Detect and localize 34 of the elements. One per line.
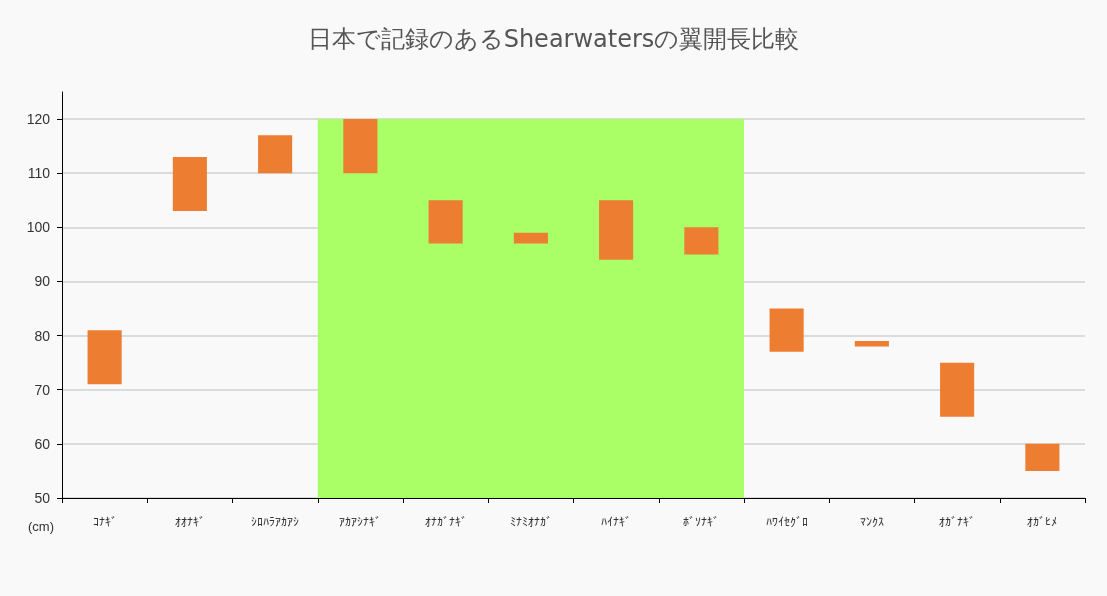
- x-tick-label: ｺﾅｷﾞ: [92, 515, 117, 529]
- bar: [854, 341, 889, 347]
- y-tick-label: 60: [34, 435, 51, 452]
- y-tick-label: 50: [34, 490, 51, 506]
- bar: [428, 200, 463, 244]
- x-tick-label: ﾊﾜｲｾｸﾞﾛ: [765, 515, 808, 529]
- y-tick-label: 120: [26, 111, 51, 128]
- y-tick-label: 70: [34, 381, 51, 398]
- bar: [513, 232, 548, 244]
- x-tick-label: ﾐﾅﾐｵﾅｶﾞ: [509, 515, 552, 529]
- y-tick-label: 90: [34, 273, 51, 290]
- bar: [87, 330, 122, 385]
- y-tick-label: 80: [34, 327, 51, 344]
- x-tick-label: ﾊｲﾅｷﾞ: [601, 515, 632, 529]
- bar: [1025, 443, 1060, 471]
- bar: [172, 156, 207, 212]
- x-tick-label: ﾏﾝｸｽ: [859, 515, 884, 529]
- bar: [258, 135, 293, 174]
- bar: [684, 227, 719, 255]
- x-tick-label: ｱｶｱｼﾅｷﾞ: [339, 515, 382, 529]
- bar: [343, 119, 378, 174]
- chart-title: 日本で記録のあるShearwatersの翼開長比較: [307, 25, 800, 53]
- x-tick-label: ｵｶﾞﾋﾒ: [1027, 515, 1058, 529]
- x-tick-label: ｵｵﾅｷﾞ: [174, 515, 205, 529]
- bar: [940, 362, 975, 417]
- bar: [769, 308, 804, 352]
- y-tick-label: 100: [26, 219, 51, 236]
- y-tick-label: 110: [27, 165, 51, 182]
- x-tick-label: ﾎﾞｿﾅｷﾞ: [683, 515, 720, 529]
- x-tick-label: ｼﾛﾊﾗｱｶｱｼ: [251, 515, 300, 529]
- y-axis-title: (cm): [28, 519, 54, 534]
- x-tick-label: ｵｶﾞﾅｷﾞ: [939, 515, 976, 529]
- x-tick-label: ｵﾅｶﾞﾅｷﾞ: [424, 515, 467, 529]
- bar: [599, 200, 634, 260]
